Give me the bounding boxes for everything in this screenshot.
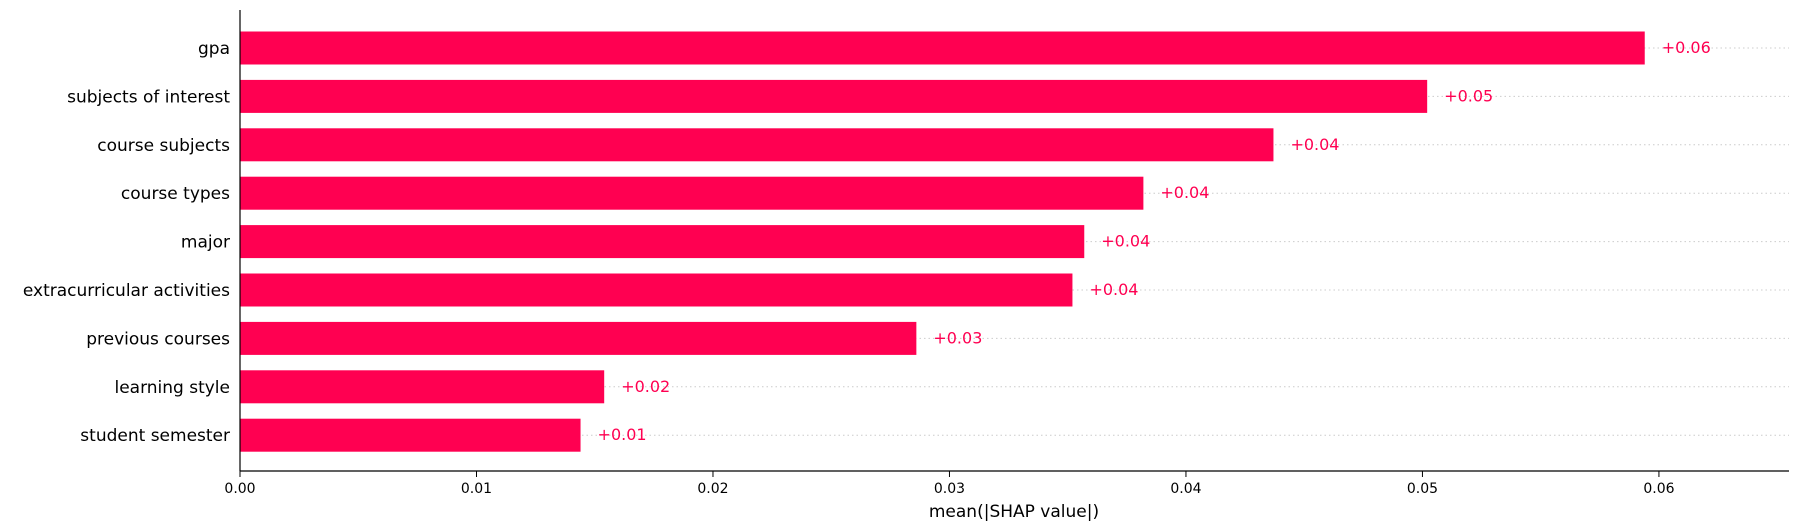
bar bbox=[240, 321, 917, 355]
value-label: +0.04 bbox=[1101, 232, 1150, 251]
bar bbox=[240, 128, 1274, 162]
value-label: +0.01 bbox=[598, 425, 647, 444]
value-label: +0.04 bbox=[1160, 183, 1209, 202]
category-label: gpa bbox=[198, 39, 230, 59]
category-label: major bbox=[181, 233, 230, 253]
x-tick-label: 0.06 bbox=[1643, 481, 1674, 497]
bar bbox=[240, 79, 1428, 113]
x-tick-label: 0.04 bbox=[1170, 481, 1201, 497]
value-label: +0.02 bbox=[621, 377, 670, 396]
x-tick-label: 0.03 bbox=[934, 481, 965, 497]
value-labels: +0.06 +0.05 +0.04 +0.04 +0.04 +0.04 +0.03 +0.02… bbox=[598, 38, 1711, 444]
category-label: subjects of interest bbox=[67, 87, 230, 107]
bar bbox=[240, 370, 605, 404]
axes bbox=[239, 10, 1789, 472]
category-label: student semester bbox=[80, 426, 230, 446]
category-label: course types bbox=[121, 184, 230, 204]
bar bbox=[240, 176, 1144, 210]
x-tick-label: 0.00 bbox=[224, 481, 255, 497]
value-label: +0.04 bbox=[1089, 280, 1138, 299]
x-tick-label: 0.05 bbox=[1407, 481, 1438, 497]
x-axis-title: mean(|SHAP value|) bbox=[929, 502, 1099, 522]
category-label: course subjects bbox=[97, 136, 230, 156]
category-label: previous courses bbox=[86, 329, 230, 349]
category-label: learning style bbox=[114, 378, 230, 398]
bars bbox=[240, 31, 1645, 452]
x-tick-label: 0.02 bbox=[697, 481, 728, 497]
bar bbox=[240, 225, 1085, 259]
bar bbox=[240, 273, 1073, 307]
x-ticks: 0.00 0.01 0.02 0.03 0.04 0.05 0.06 bbox=[224, 471, 1675, 497]
value-label: +0.05 bbox=[1444, 86, 1493, 105]
category-label: extracurricular activities bbox=[23, 281, 230, 301]
category-labels: gpa subjects of interest course subjects co… bbox=[23, 39, 230, 446]
value-label: +0.04 bbox=[1290, 135, 1339, 154]
bar bbox=[240, 418, 581, 452]
value-label: +0.06 bbox=[1662, 38, 1711, 57]
value-label: +0.03 bbox=[933, 328, 982, 347]
x-tick-label: 0.01 bbox=[461, 481, 492, 497]
bar bbox=[240, 31, 1645, 65]
